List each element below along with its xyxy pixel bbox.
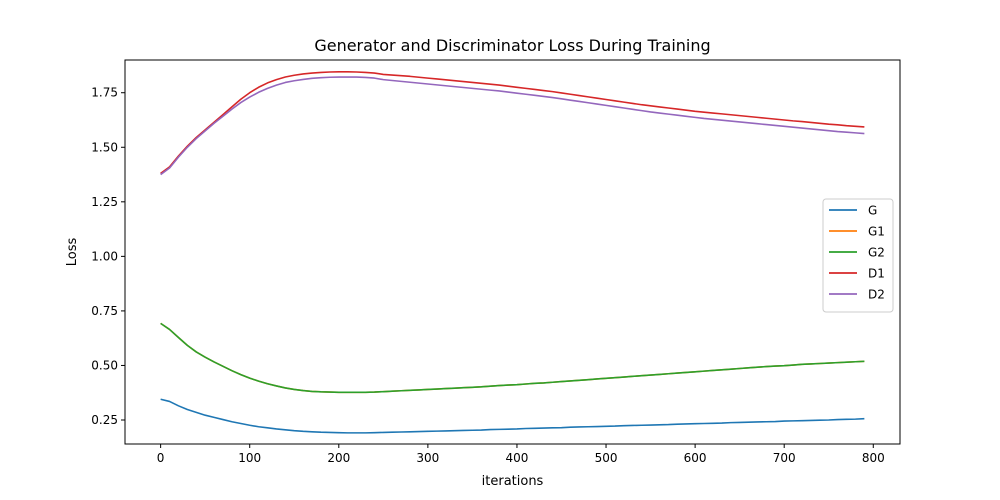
series-line-d2	[160, 76, 865, 176]
y-tick-label: 0.75	[91, 304, 118, 318]
x-tick-label: 100	[238, 451, 261, 465]
x-tick-label: 600	[684, 451, 707, 465]
legend: G G1 G2 D1 D2	[822, 198, 894, 313]
y-axis-label: Loss	[65, 238, 80, 267]
x-axis-label: iterations	[482, 474, 544, 489]
legend-label-g2: G2	[868, 246, 885, 260]
y-tick-label: 1.25	[91, 195, 118, 209]
series-line-g2	[160, 322, 865, 394]
x-tick-label: 700	[773, 451, 796, 465]
chart-title: Generator and Discriminator Loss During …	[314, 36, 710, 55]
plot-series-group	[160, 70, 865, 434]
x-tick-label: 800	[862, 451, 885, 465]
y-tick-label: 1.50	[91, 140, 118, 154]
y-tick-label: 0.50	[91, 358, 118, 372]
y-tick-label: 0.25	[91, 413, 118, 427]
legend-box	[822, 198, 894, 313]
x-tick-label: 200	[327, 451, 350, 465]
x-tick-label: 300	[416, 451, 439, 465]
x-tick-label: 500	[595, 451, 618, 465]
legend-label-g: G	[868, 204, 877, 218]
x-tick-label: 400	[506, 451, 529, 465]
x-tick-label: 0	[157, 451, 165, 465]
plot-frame	[124, 59, 901, 445]
legend-label-d1: D1	[868, 267, 885, 281]
legend-label-d2: D2	[868, 288, 885, 302]
series-line-g	[160, 398, 865, 434]
legend-label-g1: G1	[868, 225, 885, 239]
y-axis: 0.25 0.50 0.75 1.00 1.25 1.50 1.75	[91, 86, 125, 427]
series-line-d1	[160, 70, 865, 175]
y-tick-label: 1.75	[91, 86, 118, 100]
y-tick-label: 1.00	[91, 249, 118, 263]
x-axis: 0 100 200 300 400 500 600 700 800	[157, 444, 885, 465]
